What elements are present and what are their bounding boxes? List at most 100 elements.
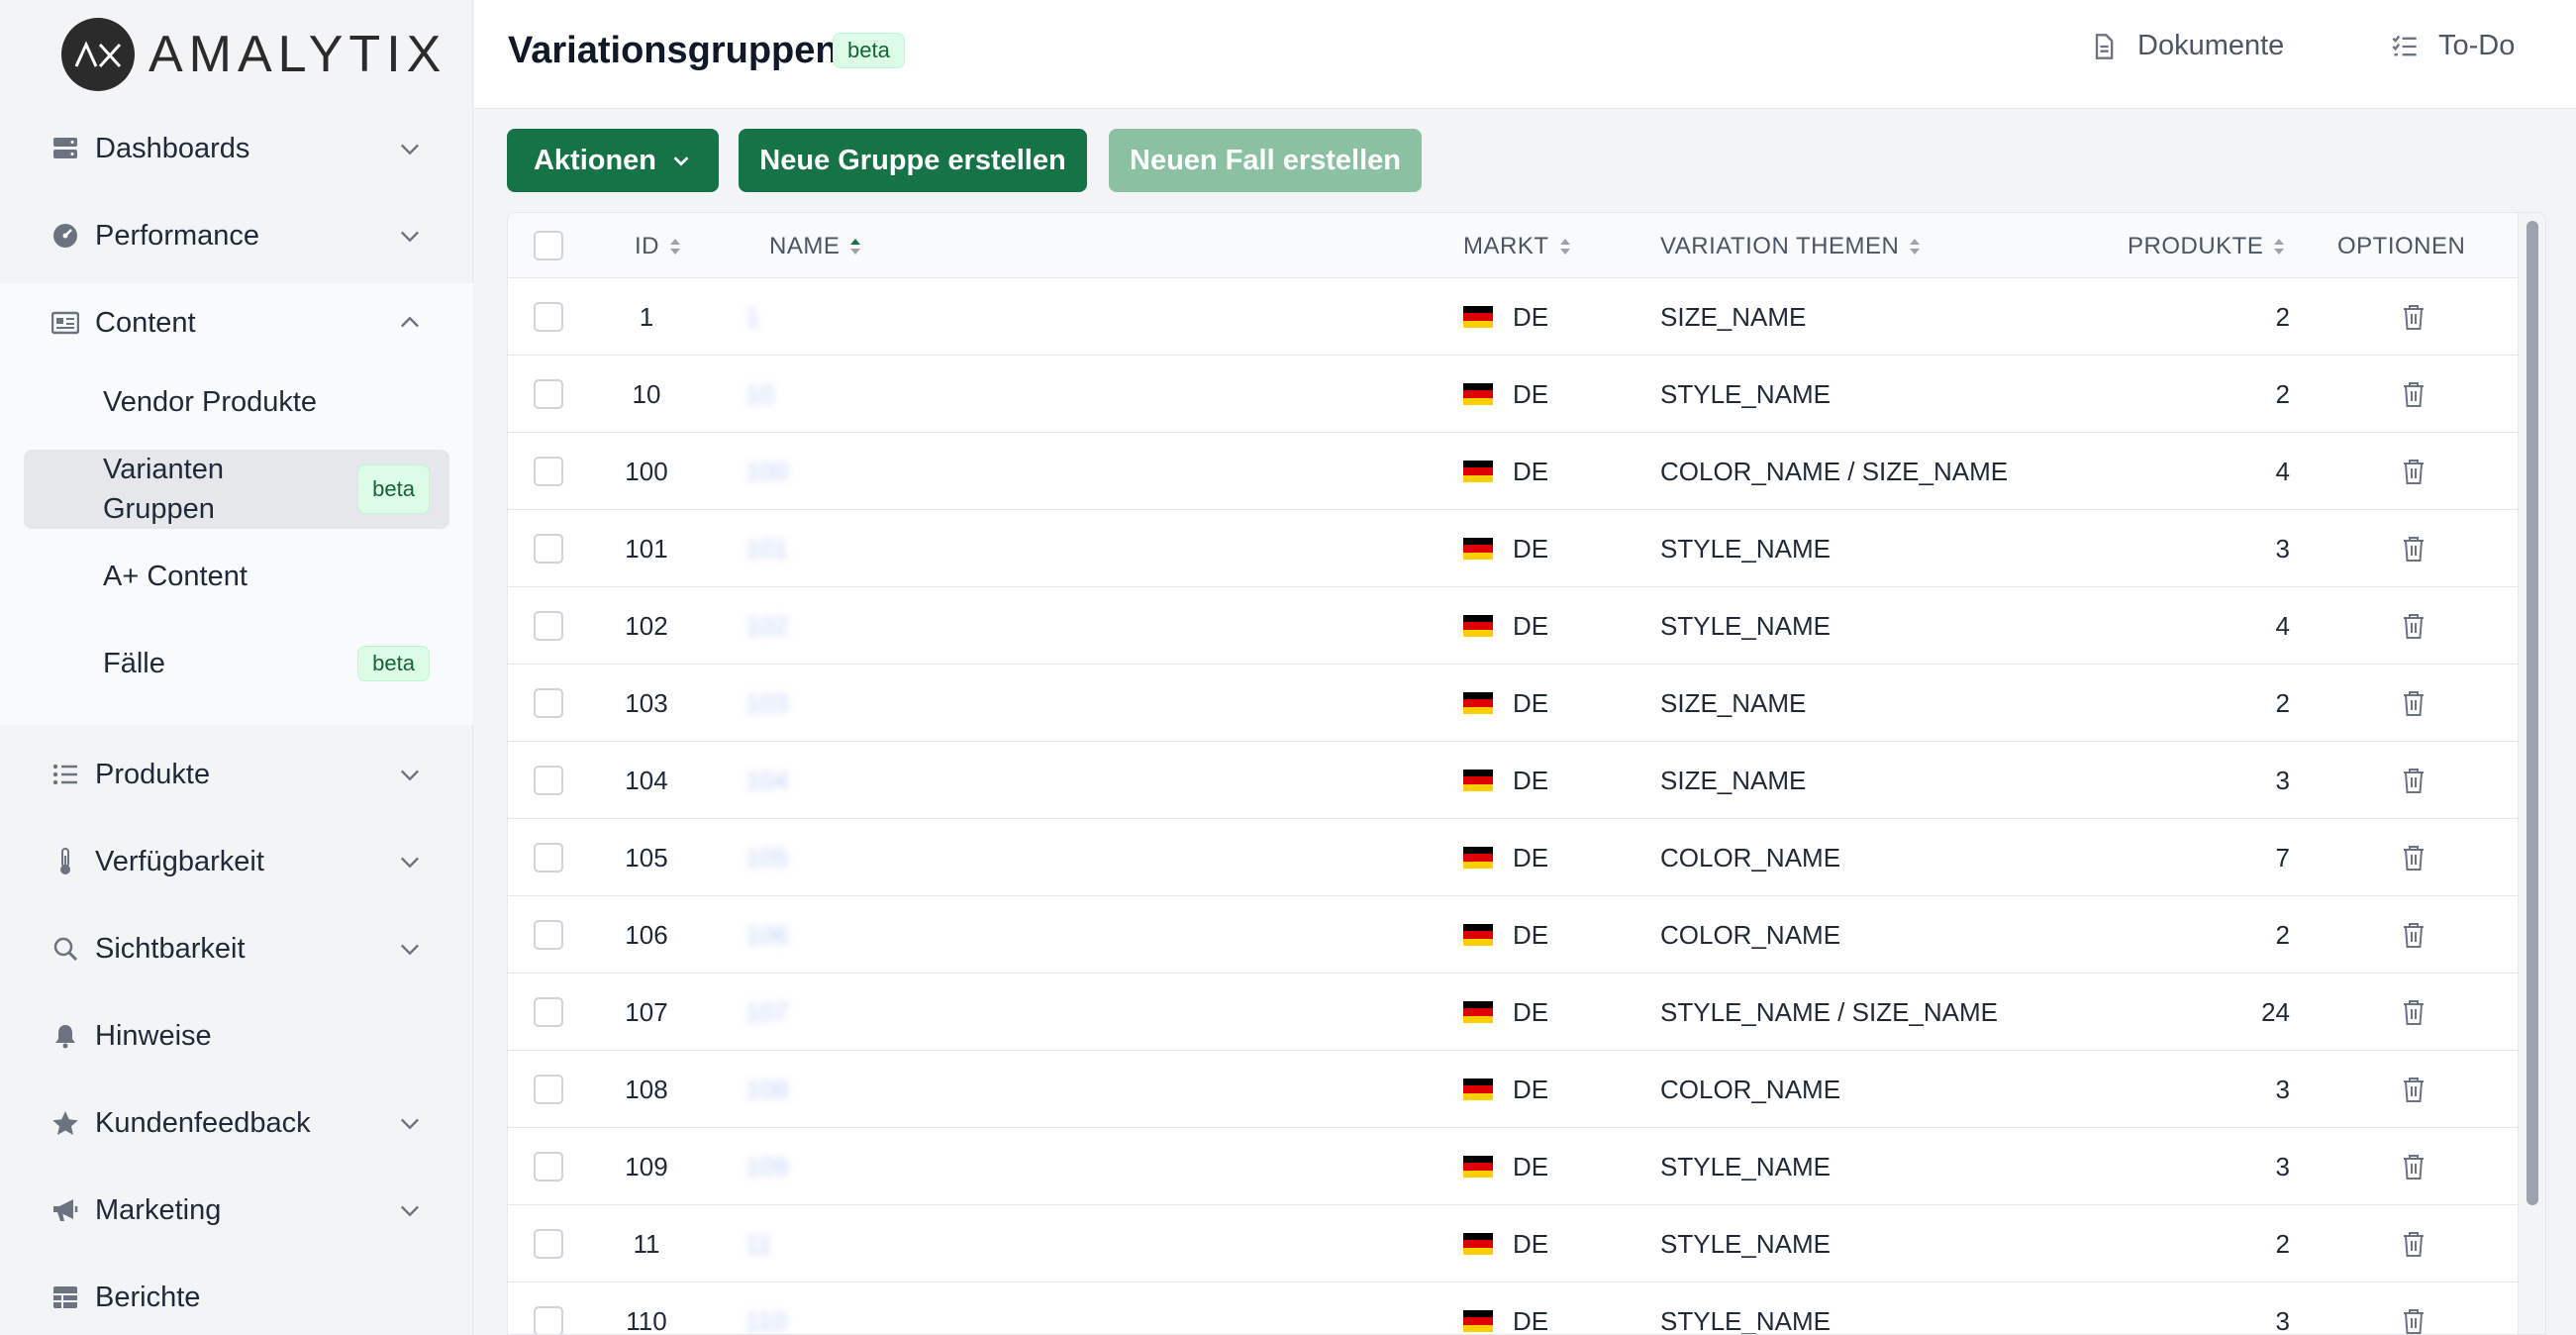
documents-link[interactable]: Dokumente	[2090, 30, 2284, 62]
table-row[interactable]: 104 104 DE SIZE_NAME 3	[508, 742, 2518, 819]
todo-link[interactable]: To-Do	[2391, 30, 2515, 62]
delete-button[interactable]	[2384, 1283, 2443, 1334]
trash-icon	[2404, 1232, 2424, 1257]
select-all-checkbox[interactable]	[534, 231, 563, 260]
sidebar-item-dashboards[interactable]: Dashboards	[0, 109, 473, 188]
row-checkbox[interactable]	[534, 457, 563, 486]
cell-name[interactable]: 10	[745, 378, 774, 409]
column-header-label: PRODUKTE	[2128, 233, 2264, 259]
row-checkbox[interactable]	[534, 997, 563, 1027]
delete-button[interactable]	[2384, 896, 2443, 974]
table-row[interactable]: 100 100 DE COLOR_NAME / SIZE_NAME 4	[508, 433, 2518, 510]
row-checkbox[interactable]	[534, 534, 563, 564]
delete-button[interactable]	[2384, 1128, 2443, 1205]
table-row[interactable]: 10 10 DE STYLE_NAME 2	[508, 356, 2518, 433]
column-header-variation-themes[interactable]: VARIATION THEMEN	[1660, 233, 1923, 260]
new-group-button[interactable]: Neue Gruppe erstellen	[739, 129, 1087, 192]
delete-button[interactable]	[2384, 819, 2443, 896]
sidebar-subitem-vendor-produkte[interactable]: Vendor Produkte	[24, 366, 449, 438]
table-row[interactable]: 103 103 DE SIZE_NAME 2	[508, 665, 2518, 742]
delete-button[interactable]	[2384, 1205, 2443, 1283]
table-scrollbar[interactable]	[2518, 213, 2545, 1334]
delete-button[interactable]	[2384, 278, 2443, 356]
germany-flag-icon	[1463, 1078, 1493, 1100]
sidebar-item-hinweise[interactable]: Hinweise	[0, 996, 473, 1076]
table-row[interactable]: 110 110 DE STYLE_NAME 3	[508, 1283, 2518, 1335]
delete-button[interactable]	[2384, 356, 2443, 433]
sidebar-item-verfuegbarkeit[interactable]: Verfügbarkeit	[0, 822, 473, 901]
cell-name[interactable]: 104	[745, 765, 789, 795]
delete-button[interactable]	[2384, 974, 2443, 1051]
cell-market: DE	[1463, 278, 1548, 356]
table-row[interactable]: 106 106 DE COLOR_NAME 2	[508, 896, 2518, 974]
row-checkbox[interactable]	[534, 1075, 563, 1104]
cell-name[interactable]: 101	[745, 533, 789, 564]
cell-market: DE	[1463, 433, 1548, 510]
row-checkbox[interactable]	[534, 843, 563, 873]
logo[interactable]: AMALYTIX	[61, 18, 446, 91]
row-checkbox[interactable]	[534, 1229, 563, 1259]
table-row[interactable]: 109 109 DE STYLE_NAME 3	[508, 1128, 2518, 1205]
delete-button[interactable]	[2384, 742, 2443, 819]
column-header-name[interactable]: NAME	[769, 233, 863, 260]
sidebar-subitem-faelle[interactable]: Fälle beta	[24, 628, 449, 699]
sidebar-item-marketing[interactable]: Marketing	[0, 1171, 473, 1250]
sidebar-item-berichte[interactable]: Berichte	[0, 1258, 473, 1335]
cell-variation-theme: SIZE_NAME	[1660, 765, 1807, 795]
sidebar-item-content[interactable]: Content	[0, 283, 473, 362]
delete-button[interactable]	[2384, 665, 2443, 742]
sidebar-item-produkte[interactable]: Produkte	[0, 735, 473, 814]
cell-name[interactable]: 108	[745, 1074, 789, 1104]
market-code: DE	[1513, 301, 1549, 332]
column-header-market[interactable]: MARKT	[1463, 233, 1573, 260]
row-checkbox[interactable]	[534, 302, 563, 332]
sidebar-subitem-varianten-gruppen[interactable]: Varianten Gruppen beta	[24, 450, 449, 529]
column-header-products[interactable]: PRODUKTE	[2128, 233, 2287, 260]
cell-name[interactable]: 102	[745, 610, 789, 641]
sidebar-subitem-a-plus-content[interactable]: A+ Content	[24, 541, 449, 612]
column-header-id[interactable]: ID	[635, 233, 683, 260]
delete-button[interactable]	[2384, 510, 2443, 587]
table-row[interactable]: 107 107 DE STYLE_NAME / SIZE_NAME 24	[508, 974, 2518, 1051]
row-checkbox[interactable]	[534, 688, 563, 718]
cell-products-count: 4	[2275, 610, 2290, 641]
column-header-label: OPTIONEN	[2337, 233, 2466, 259]
scrollbar-thumb[interactable]	[2526, 221, 2538, 1205]
sidebar-item-sichtbarkeit[interactable]: Sichtbarkeit	[0, 909, 473, 988]
cell-name[interactable]: 100	[745, 456, 789, 486]
row-checkbox[interactable]	[534, 611, 563, 641]
cell-id: 103	[625, 687, 668, 718]
cell-name[interactable]: 109	[745, 1151, 789, 1181]
row-checkbox[interactable]	[534, 379, 563, 409]
cell-name[interactable]: 110	[745, 1305, 787, 1335]
market-code: DE	[1513, 996, 1549, 1027]
cell-market: DE	[1463, 1283, 1548, 1334]
table-row[interactable]: 101 101 DE STYLE_NAME 3	[508, 510, 2518, 587]
delete-button[interactable]	[2384, 1051, 2443, 1128]
table-row[interactable]: 11 11 DE STYLE_NAME 2	[508, 1205, 2518, 1283]
cell-name[interactable]: 105	[745, 842, 789, 873]
row-checkbox[interactable]	[534, 920, 563, 950]
list-icon	[50, 759, 81, 790]
cell-products-count: 2	[2275, 1228, 2290, 1259]
actions-dropdown-button[interactable]: Aktionen	[507, 129, 719, 192]
delete-button[interactable]	[2384, 433, 2443, 510]
sidebar-item-performance[interactable]: Performance	[0, 196, 473, 275]
cell-name[interactable]: 107	[745, 996, 789, 1027]
sidebar-item-kundenfeedback[interactable]: Kundenfeedback	[0, 1083, 473, 1163]
cell-name[interactable]: 103	[745, 687, 789, 718]
cell-name[interactable]: 11	[745, 1228, 772, 1259]
cell-name[interactable]: 106	[745, 919, 789, 950]
table-row[interactable]: 102 102 DE STYLE_NAME 4	[508, 587, 2518, 665]
delete-button[interactable]	[2384, 587, 2443, 665]
row-checkbox[interactable]	[534, 1306, 563, 1334]
table-row[interactable]: 1 1 DE SIZE_NAME 2	[508, 278, 2518, 356]
row-checkbox[interactable]	[534, 766, 563, 795]
table-row[interactable]: 108 108 DE COLOR_NAME 3	[508, 1051, 2518, 1128]
row-checkbox[interactable]	[534, 1152, 563, 1181]
table-row[interactable]: 105 105 DE COLOR_NAME 7	[508, 819, 2518, 896]
new-case-button[interactable]: Neuen Fall erstellen	[1109, 129, 1422, 192]
cell-id: 104	[625, 765, 668, 795]
cell-name[interactable]: 1	[745, 301, 760, 332]
sidebar-subitem-label: Fälle	[103, 647, 165, 679]
